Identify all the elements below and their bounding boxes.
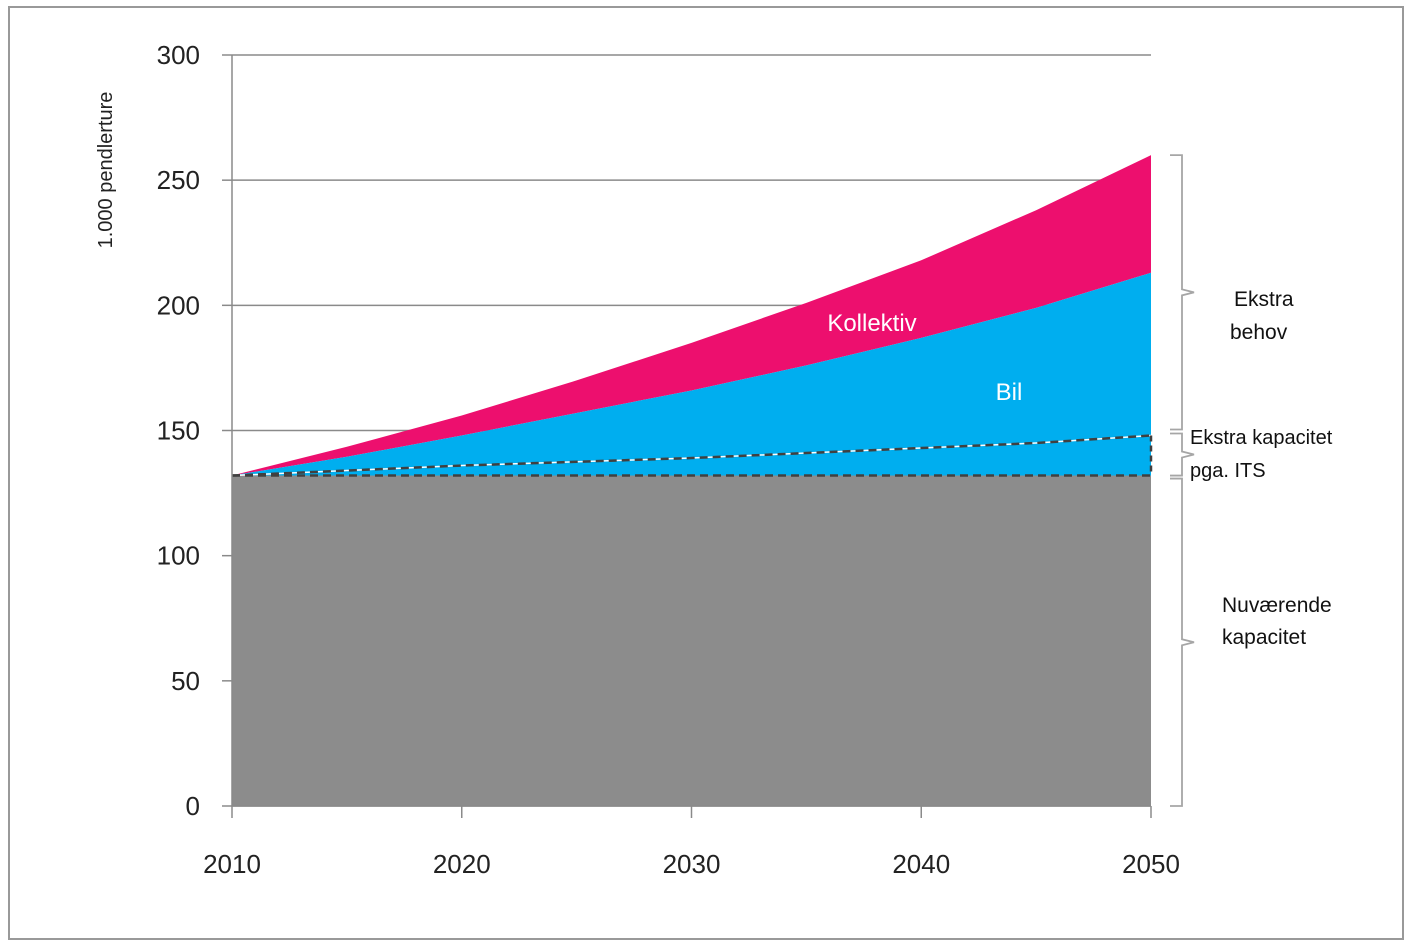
brace-ekstra-behov <box>1170 154 1195 431</box>
brace-ekstra-kapacitet <box>1170 432 1195 477</box>
dashed-its-line <box>231 434 1152 477</box>
annotation-nuvaerende-1: Nuværende <box>1222 594 1332 617</box>
y-tick-label-0: 0 <box>186 791 200 821</box>
x-tick-label-2010: 2010 <box>203 849 261 879</box>
area-bil <box>232 272 1151 476</box>
annotation-ekstra-behov-1: Ekstra <box>1234 288 1294 311</box>
y-tick-label-200: 200 <box>157 290 200 320</box>
x-tick-label-2020: 2020 <box>433 849 491 879</box>
area-nuvaerende-kapacitet <box>232 475 1151 806</box>
x-tick-label-2040: 2040 <box>892 849 950 879</box>
brace-nuvaerende-kapacitet <box>1170 477 1195 807</box>
annotation-ekstra-kapacitet-1: Ekstra kapacitet <box>1190 427 1333 449</box>
y-tick-label-150: 150 <box>157 416 200 446</box>
annotation-ekstra-kapacitet-2: pga. ITS <box>1190 460 1266 482</box>
y-tick-label-100: 100 <box>157 541 200 571</box>
annotation-nuvaerende-2: kapacitet <box>1222 626 1306 649</box>
y-tick-label-50: 50 <box>171 666 200 696</box>
annotation-ekstra-behov-2: behov <box>1230 321 1288 344</box>
series-label-bil: Bil <box>996 379 1023 406</box>
series-label-kollektiv: Kollektiv <box>827 310 916 337</box>
area-kollektiv <box>232 155 1151 476</box>
y-axis-label: 1.000 pendlerture <box>95 92 117 249</box>
y-tick-label-300: 300 <box>157 40 200 70</box>
x-tick-label-2030: 2030 <box>663 849 721 879</box>
y-tick-label-250: 250 <box>157 165 200 195</box>
x-tick-label-2050: 2050 <box>1122 849 1180 879</box>
